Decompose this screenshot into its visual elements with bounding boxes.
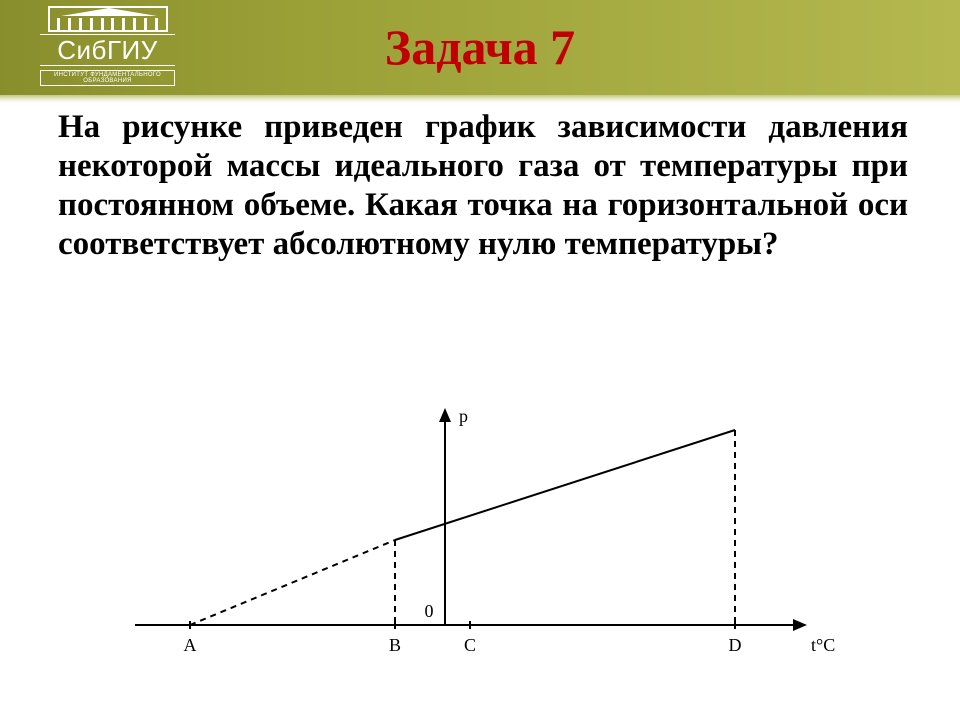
chart-svg: A B C Dp t°C 0 bbox=[115, 395, 845, 675]
svg-text:A: A bbox=[184, 635, 197, 655]
pressure-temperature-chart: A B C Dp t°C 0 bbox=[115, 395, 845, 675]
problem-text: На рисунке приведен график зависимости д… bbox=[58, 108, 908, 264]
svg-text:0: 0 bbox=[425, 601, 434, 621]
page-title: Задача 7 bbox=[0, 18, 960, 76]
slide: СибГИУ ИНСТИТУТ ФУНДАМЕНТАЛЬНОГО ОБРАЗОВ… bbox=[0, 0, 960, 720]
svg-text:B: B bbox=[389, 635, 401, 655]
header-sub-stripe bbox=[0, 95, 960, 103]
svg-text:C: C bbox=[464, 635, 476, 655]
svg-text:p: p bbox=[459, 406, 468, 426]
svg-text:t°C: t°C bbox=[811, 635, 835, 655]
svg-text:D: D bbox=[729, 635, 742, 655]
